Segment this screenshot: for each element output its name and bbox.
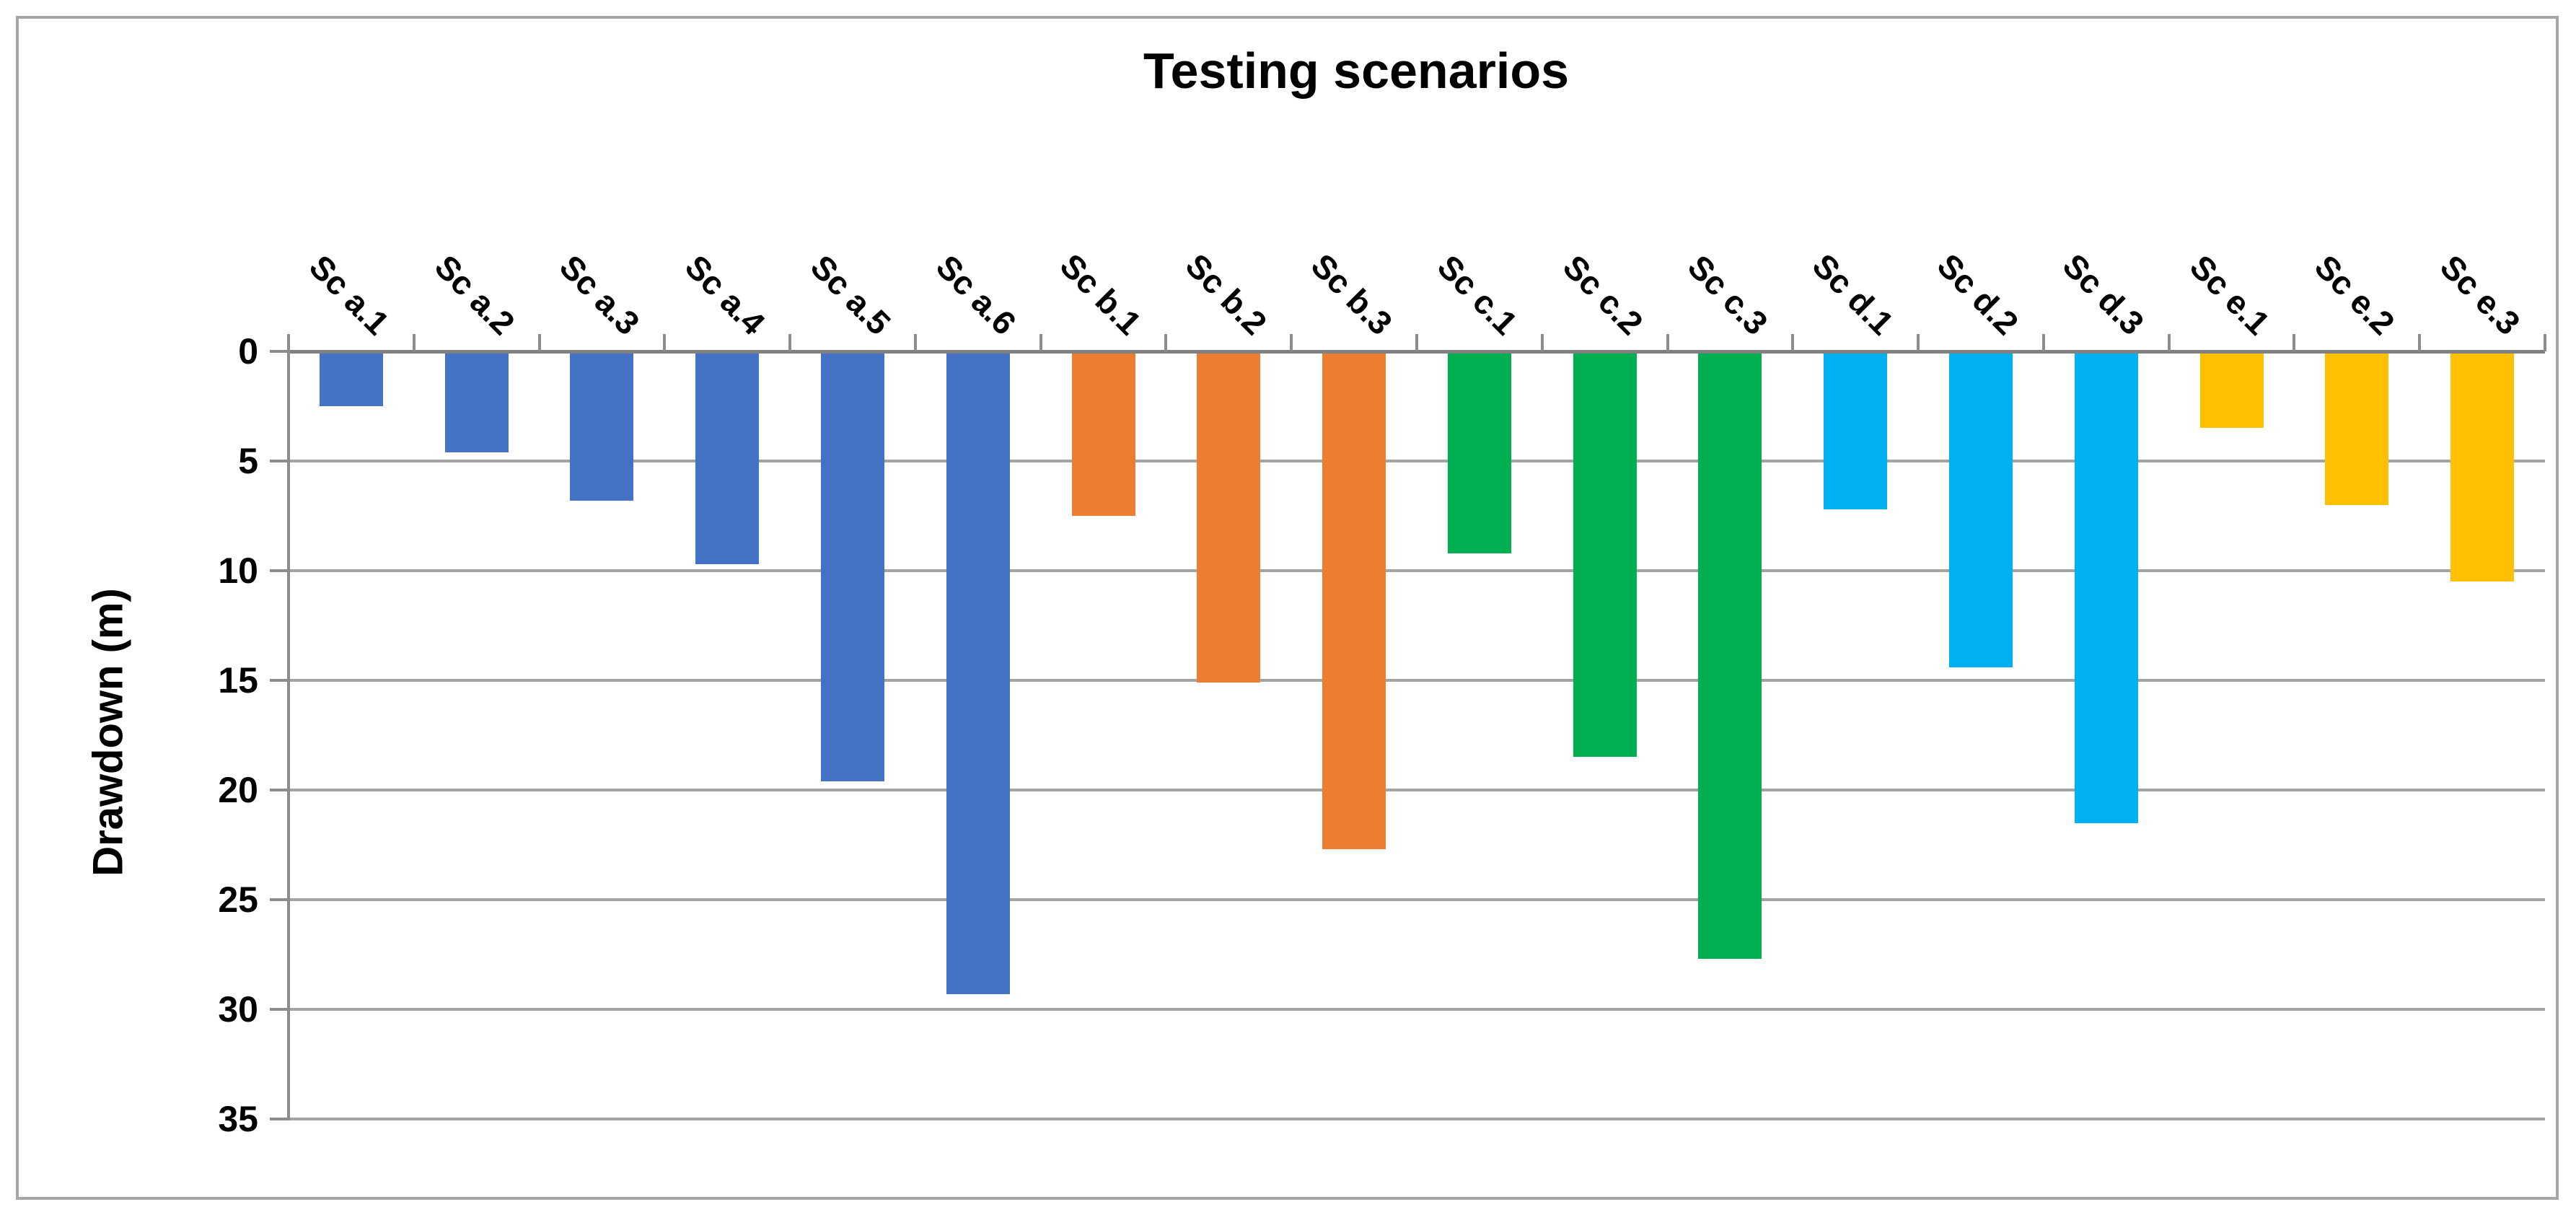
category-axis-tick: [1917, 334, 1920, 351]
category-axis-tick: [1164, 334, 1168, 351]
x-axis-zero-line: [289, 350, 2545, 354]
bar-sc-b.1: [1071, 353, 1135, 516]
category-axis-tick: [412, 334, 416, 351]
bar-sc-a.3: [570, 353, 634, 501]
bar-sc-a.2: [444, 353, 509, 452]
y-axis-tick: [270, 460, 289, 462]
bar-sc-d.1: [1824, 353, 1888, 509]
category-axis-tick: [1039, 334, 1042, 351]
category-axis-tick: [1540, 334, 1544, 351]
bar-sc-c.2: [1573, 353, 1637, 758]
y-tick-label: 35: [218, 1099, 258, 1139]
y-tick-label: 0: [238, 331, 258, 372]
gridline-15: [287, 679, 2545, 682]
bar-sc-d.3: [2074, 353, 2138, 823]
y-tick-label: 5: [238, 441, 258, 481]
y-tick-label: 25: [218, 879, 258, 920]
gridline-35: [287, 1118, 2545, 1120]
bar-sc-b.3: [1322, 353, 1386, 850]
y-axis-tick: [270, 898, 289, 901]
chart-border-frame: [16, 16, 2559, 1200]
chart-title: Testing scenarios: [1143, 43, 1570, 99]
bar-sc-a.6: [946, 353, 1010, 994]
category-axis-tick: [1415, 334, 1418, 351]
category-axis-tick: [663, 334, 667, 351]
bar-sc-a.5: [821, 353, 884, 781]
category-axis-tick: [2041, 334, 2045, 351]
y-axis-tick: [270, 569, 289, 572]
category-axis-tick: [913, 334, 917, 351]
category-axis-tick: [1666, 334, 1669, 351]
category-axis-tick: [1290, 334, 1293, 351]
bar-sc-a.4: [695, 353, 760, 564]
bar-sc-c.3: [1698, 353, 1762, 960]
gridline-25: [287, 898, 2545, 901]
y-tick-label: 20: [218, 770, 258, 810]
category-axis-tick: [2293, 334, 2296, 351]
y-tick-label: 15: [218, 660, 258, 701]
y-tick-label: 10: [218, 550, 258, 591]
y-axis-title: Drawdown (m): [84, 588, 132, 877]
bar-sc-e.2: [2325, 353, 2389, 505]
category-axis-tick: [2418, 334, 2422, 351]
category-axis-tick: [537, 334, 541, 351]
y-axis-tick: [270, 679, 289, 682]
bar-sc-c.1: [1447, 353, 1511, 553]
gridline-10: [287, 569, 2545, 572]
bar-sc-e.3: [2450, 353, 2515, 582]
bar-sc-e.1: [2199, 353, 2264, 429]
gridline-30: [287, 1008, 2545, 1011]
category-axis-tick: [2544, 334, 2546, 351]
gridline-20: [287, 789, 2545, 791]
y-axis-tick: [270, 1008, 289, 1011]
y-tick-label: 30: [218, 989, 258, 1030]
bar-sc-b.2: [1197, 353, 1261, 683]
bar-sc-d.2: [1949, 353, 2013, 667]
category-axis-tick: [788, 334, 792, 351]
y-axis-tick: [270, 1118, 289, 1120]
category-axis-tick: [287, 334, 290, 351]
y-axis-line: [287, 334, 290, 1120]
category-axis-tick: [2167, 334, 2171, 351]
y-axis-tick: [270, 789, 289, 791]
category-axis-tick: [1791, 334, 1795, 351]
gridline-5: [287, 460, 2545, 462]
bar-sc-a.1: [319, 353, 383, 406]
y-axis-tick: [270, 350, 289, 353]
